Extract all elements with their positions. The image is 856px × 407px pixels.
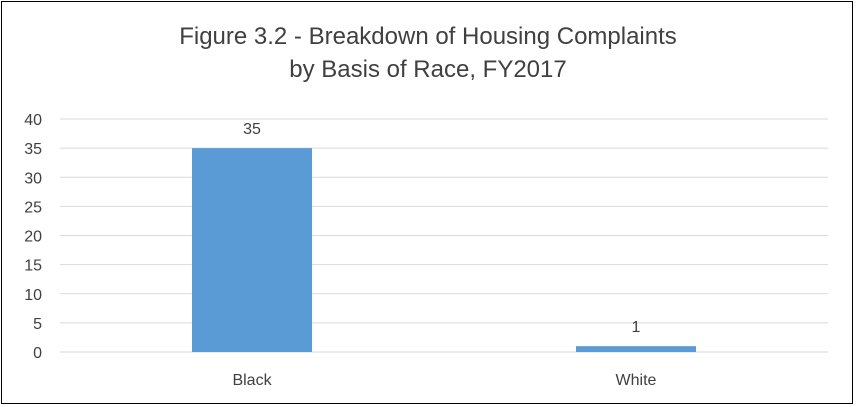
chart-title-line-1: Figure 3.2 - Breakdown of Housing Compla… [179,23,677,50]
y-tick-label-30: 30 [24,170,42,187]
chart-title-line-2: by Basis of Race, FY2017 [289,56,567,83]
x-tick-label-black: Black [232,372,272,389]
bar-black [192,148,312,352]
bar-white [576,346,696,352]
y-tick-label-0: 0 [33,345,42,362]
data-label-black: 35 [243,121,261,138]
y-tick-label-25: 25 [24,199,42,216]
y-tick-label-10: 10 [24,287,42,304]
y-tick-label-20: 20 [24,229,42,246]
data-label-white: 1 [632,319,641,336]
x-tick-label-white: White [616,372,657,389]
chart-title: Figure 3.2 - Breakdown of Housing Compla… [2,20,854,86]
y-tick-label-5: 5 [33,316,42,333]
y-tick-label-15: 15 [24,258,42,275]
y-tick-label-40: 40 [24,112,42,129]
y-tick-label-35: 35 [24,141,42,158]
